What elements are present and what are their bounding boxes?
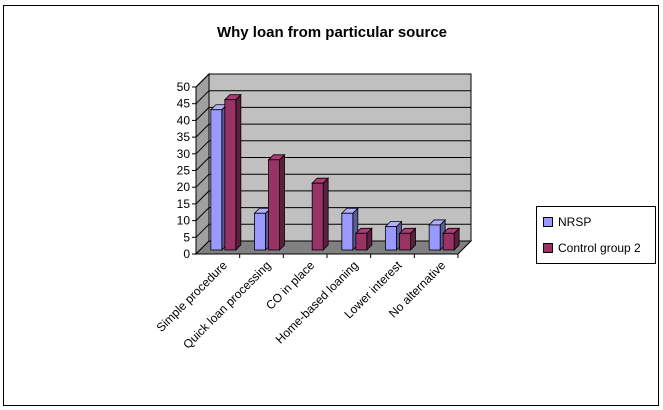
gridline-side [195,123,210,138]
gridline-side [195,140,210,155]
legend-label-control-group-2: Control group 2 [558,241,641,255]
bar-control-group-2-quick-loan-processing [268,159,280,251]
bar-nrsp-simple-procedure [210,109,223,251]
y-tick-label: 30 [177,147,191,161]
gridline-side [195,157,210,171]
legend-label-nrsp: NRSP [558,215,592,229]
x-tick-label-0: Simple procedure [154,258,231,335]
bars [209,93,461,251]
legend-item-control-group-2: Control group 2 [543,240,641,256]
gridline-side [195,190,210,205]
legend-swatch-nrsp [543,217,553,227]
bar-nrsp-quick-loan-processing [254,212,266,251]
y-tick-label: 15 [177,197,191,211]
y-tick-label: 0 [183,247,190,261]
gridlines [195,73,471,238]
y-tick-label: 20 [177,180,191,194]
y-tick-label: 10 [177,214,191,228]
bar-control-group-2-home-based-loaning [355,232,368,251]
legend-swatch-control-group-2 [543,243,553,253]
y-tick-label: 50 [177,80,191,94]
axes [192,86,459,258]
bar-control-group-2-co-in-place [311,182,324,251]
bar-side-control-group-2-co-in-place [322,177,329,251]
bar-nrsp-home-based-loaning [341,212,354,251]
legend-item-nrsp: NRSP [543,214,591,230]
legend: NRSP Control group 2 [536,206,656,264]
bar-control-group-2-no-alternative [442,232,455,251]
gridline-side [195,207,210,221]
bar-nrsp-lower-interest [385,226,397,251]
bar-nrsp-no-alternative [428,224,441,251]
y-tick-labels: 0 5 10 15 20 25 30 35 40 45 50 [177,80,191,261]
gridline-side [195,90,210,105]
bar-control-group-2-lower-interest [399,232,411,251]
y-tick-label: 5 [183,230,190,244]
bar-side-control-group-2-simple-procedure [235,93,242,251]
gridline-side [195,107,210,121]
chart-title: Why loan from particular source [216,24,448,41]
gridline-side [195,223,210,238]
bar-control-group-2-simple-procedure [224,99,237,251]
bar-side-control-group-2-quick-loan-processing [279,153,285,251]
gridline-side [195,173,210,188]
gridline-side [195,73,210,88]
x-tick-label-1: Quick loan processing [180,258,273,351]
y-tick-label: 45 [177,97,191,111]
x-tick-label-3: Home-based loaning [273,258,361,346]
y-tick-label: 25 [177,164,191,178]
y-tick-label: 35 [177,130,191,144]
y-tick-label: 40 [177,113,191,127]
